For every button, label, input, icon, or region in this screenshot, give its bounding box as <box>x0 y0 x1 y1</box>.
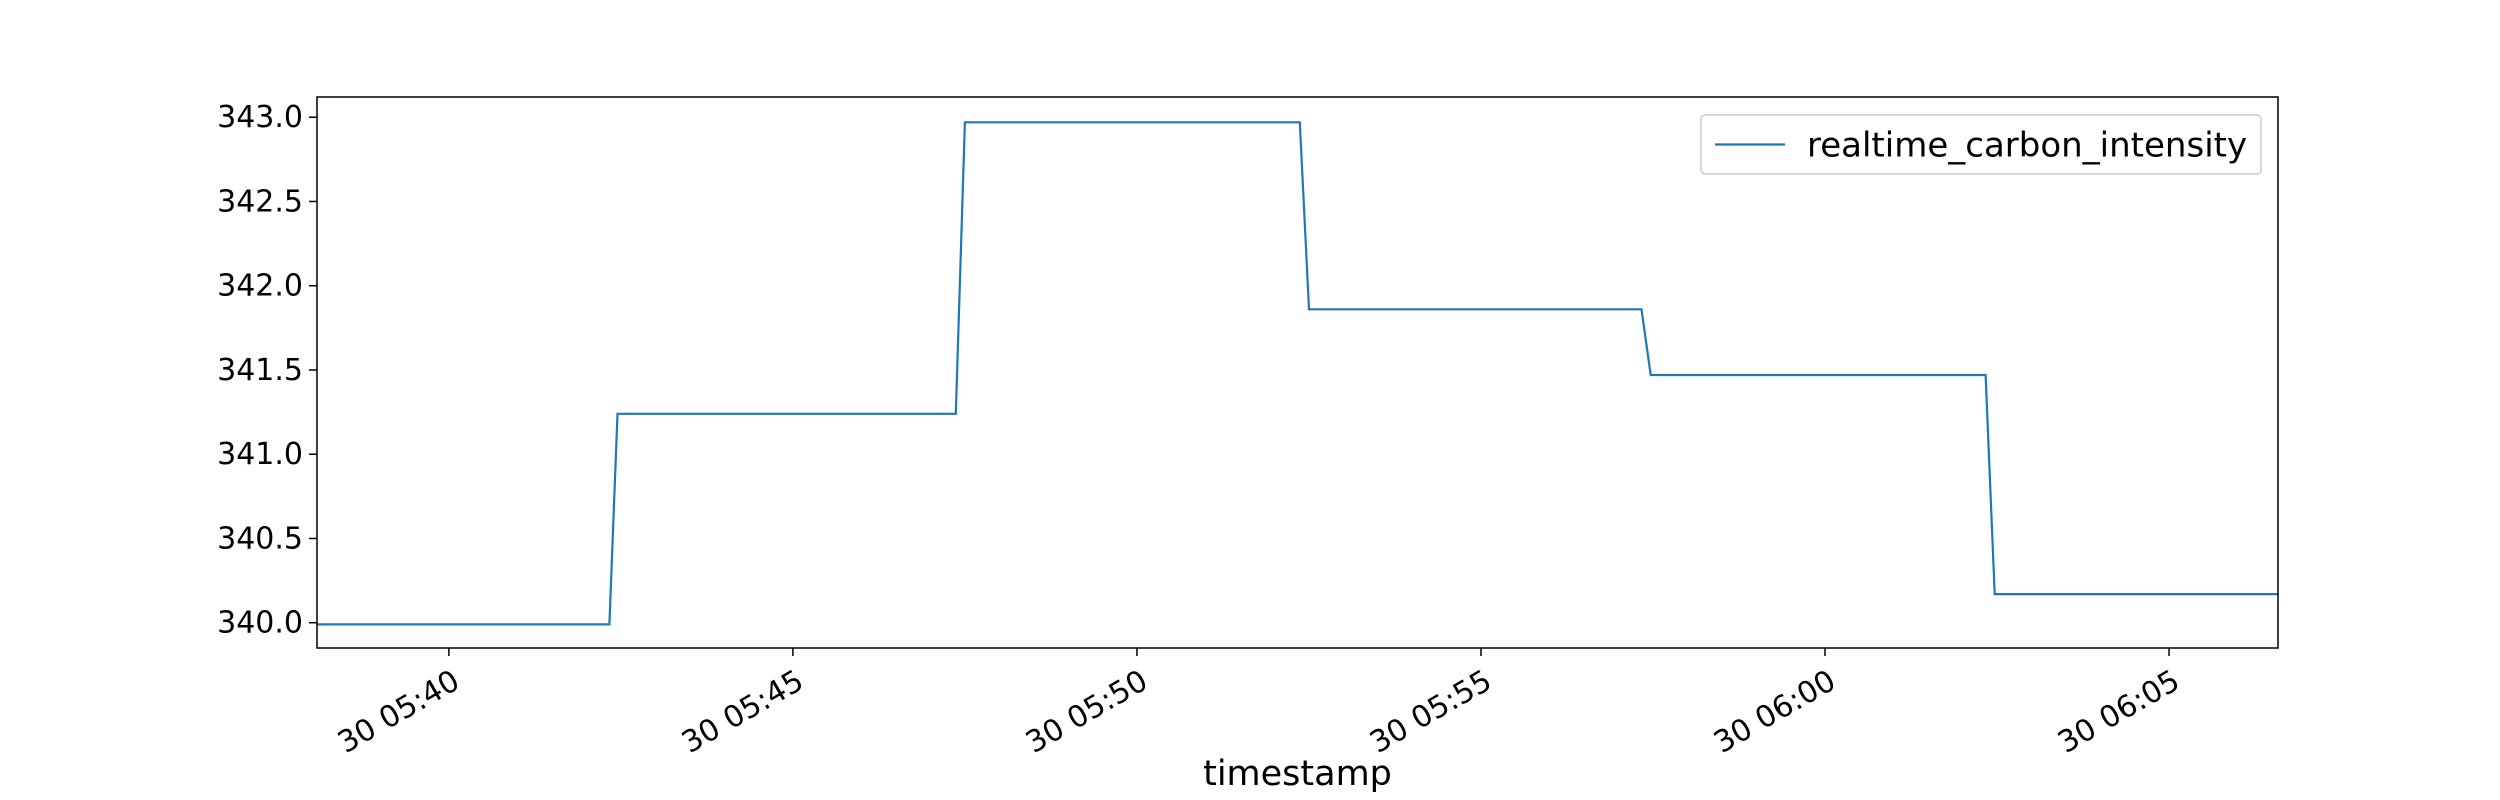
y-tick-label: 341.0 <box>217 437 303 472</box>
y-tick-label: 343.0 <box>217 100 303 135</box>
y-tick-label: 340.0 <box>217 606 303 641</box>
x-axis-label: timestamp <box>1203 754 1392 794</box>
plot-frame <box>316 96 2279 649</box>
legend-label: realtime_carbon_intensity <box>1807 126 2247 166</box>
y-tick-label: 342.5 <box>217 184 303 219</box>
y-tick-label: 342.0 <box>217 269 303 304</box>
y-axis: 340.0 340.5 341.0 341.5 342.0 342.5 343.0 <box>217 100 317 641</box>
y-tick-label: 340.5 <box>217 521 303 556</box>
series-line-0 <box>317 121 2278 626</box>
legend-box <box>1700 114 2262 175</box>
legend: realtime_carbon_intensity <box>1700 114 2262 175</box>
y-tick-label: 341.5 <box>217 353 303 388</box>
plot-area <box>317 121 2278 626</box>
